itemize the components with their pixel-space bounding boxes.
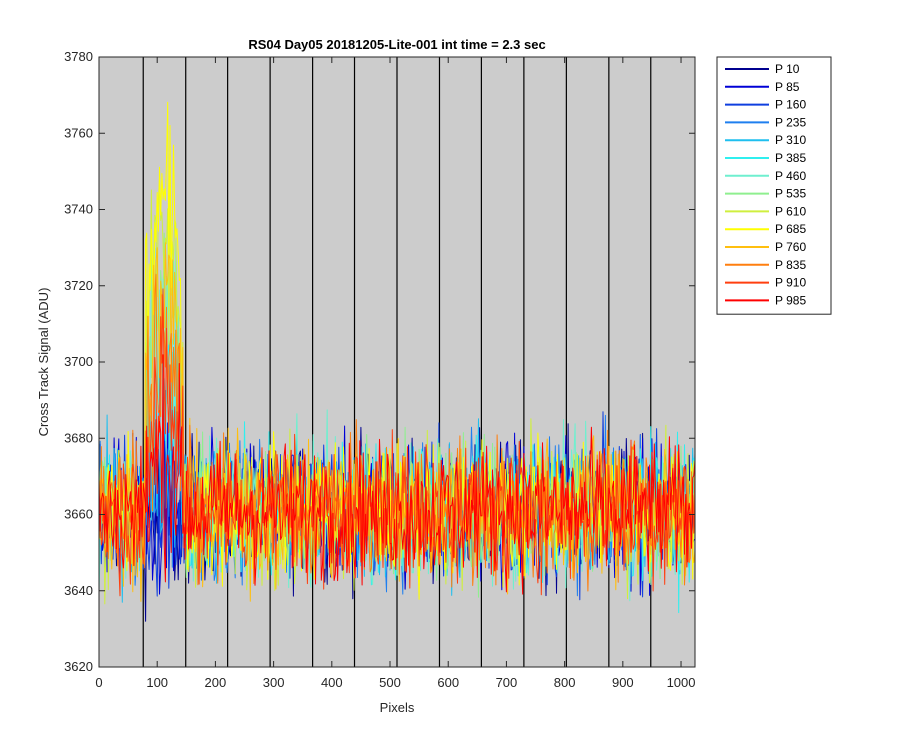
x-tick-label-500: 500 [379,675,401,690]
legend-label-p-910: P 910 [775,276,806,290]
legend: P 10 P 85 P 160 P 235 P 310 P 385 P 460 P 535 P … [716,56,832,315]
x-tick-label-700: 700 [496,675,518,690]
legend-box [716,56,832,315]
legend-label-p-535: P 535 [775,187,806,201]
legend-label-p-685: P 685 [775,222,806,236]
legend-label-p-985: P 985 [775,293,806,307]
x-tick-label-900: 900 [612,675,634,690]
x-axis-label: Pixels [380,700,415,715]
y-tick-label-3760: 3760 [64,125,93,140]
x-tick-label-800: 800 [554,675,576,690]
y-tick-label-3640: 3640 [64,583,93,598]
legend-label-p-460: P 460 [775,169,806,183]
y-tick-label-3680: 3680 [64,430,93,445]
y-tick-label-3660: 3660 [64,507,93,522]
legend-label-p-385: P 385 [775,151,806,165]
y-axis: 3620 3640 3660 3680 3700 3720 3740 3760 3780 [64,49,695,674]
legend-label-p-85: P 85 [775,80,800,94]
x-tick-label-400: 400 [321,675,343,690]
x-tick-label-1000: 1000 [667,675,696,690]
y-axis-label: Cross Track Signal (ADU) [36,288,51,437]
series-line-p-835 [98,273,696,592]
legend-label-p-235: P 235 [775,115,806,129]
legend-label-p-10: P 10 [775,62,800,76]
series-lines [98,101,696,622]
x-axis: 0 100 200 300 400 500 600 700 800 900 1000 [95,57,695,690]
x-tick-label-300: 300 [263,675,285,690]
legend-label-p-835: P 835 [775,258,806,272]
y-tick-label-3620: 3620 [64,659,93,674]
y-tick-label-3780: 3780 [64,49,93,64]
y-tick-label-3740: 3740 [64,202,93,217]
x-tick-label-0: 0 [95,675,102,690]
x-tick-label-600: 600 [437,675,459,690]
legend-label-p-310: P 310 [775,133,806,147]
y-tick-label-3720: 3720 [64,278,93,293]
x-tick-label-100: 100 [146,675,168,690]
series-line-p-910 [98,288,696,597]
legend-label-p-160: P 160 [775,98,806,112]
x-tick-label-200: 200 [205,675,227,690]
chart-title: RS04 Day05 20181205-Lite-001 int time = … [248,37,545,52]
legend-label-p-610: P 610 [775,204,806,218]
legend-label-p-760: P 760 [775,240,806,254]
series-line-p-985 [98,354,696,595]
y-tick-label-3700: 3700 [64,354,93,369]
